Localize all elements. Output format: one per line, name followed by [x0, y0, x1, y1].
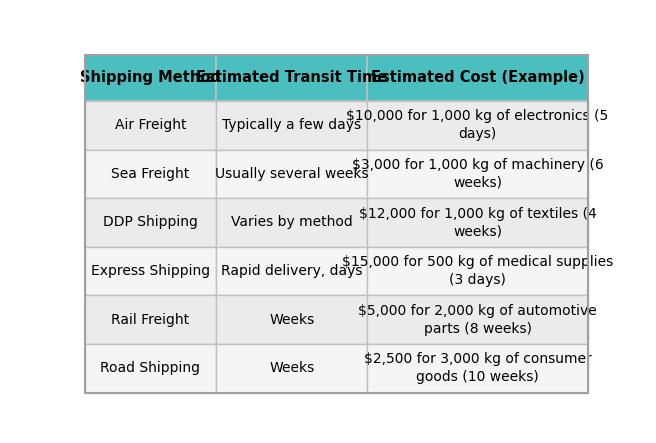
Text: Sea Freight: Sea Freight — [112, 167, 190, 181]
Bar — [85, 344, 216, 392]
Bar — [85, 198, 216, 247]
Text: Air Freight: Air Freight — [115, 118, 186, 132]
Bar — [85, 247, 216, 295]
Text: Estimated Cost (Example): Estimated Cost (Example) — [371, 70, 584, 85]
Text: Rail Freight: Rail Freight — [112, 313, 190, 326]
Text: DDP Shipping: DDP Shipping — [103, 215, 198, 229]
Text: $5,000 for 2,000 kg of automotive
parts (8 weeks): $5,000 for 2,000 kg of automotive parts … — [358, 304, 597, 336]
Bar — [216, 295, 367, 344]
Bar — [367, 55, 588, 101]
Bar — [85, 295, 216, 344]
Text: Weeks: Weeks — [269, 313, 314, 326]
Text: Express Shipping: Express Shipping — [91, 264, 210, 278]
Text: Estimated Transit Time: Estimated Transit Time — [196, 70, 387, 85]
Text: $10,000 for 1,000 kg of electronics (5
days): $10,000 for 1,000 kg of electronics (5 d… — [346, 109, 609, 141]
Text: Typically a few days: Typically a few days — [222, 118, 361, 132]
Bar — [367, 247, 588, 295]
Text: Usually several weeks: Usually several weeks — [215, 167, 369, 181]
Bar — [216, 198, 367, 247]
Bar — [216, 247, 367, 295]
Bar — [367, 344, 588, 392]
Bar — [85, 55, 216, 101]
Bar — [367, 150, 588, 198]
Bar — [216, 101, 367, 150]
Text: Weeks: Weeks — [269, 361, 314, 375]
Text: $3,000 for 1,000 kg of machinery (6
weeks): $3,000 for 1,000 kg of machinery (6 week… — [352, 158, 604, 190]
Bar — [367, 101, 588, 150]
Bar — [216, 344, 367, 392]
Bar — [85, 101, 216, 150]
Text: Shipping Method: Shipping Method — [80, 70, 221, 85]
Bar — [367, 198, 588, 247]
Text: Varies by method: Varies by method — [231, 215, 352, 229]
Text: $15,000 for 500 kg of medical supplies
(3 days): $15,000 for 500 kg of medical supplies (… — [342, 255, 613, 287]
Bar — [367, 295, 588, 344]
Text: $2,500 for 3,000 kg of consumer
goods (10 weeks): $2,500 for 3,000 kg of consumer goods (1… — [363, 352, 592, 384]
Bar — [216, 55, 367, 101]
Text: Rapid delivery, days: Rapid delivery, days — [221, 264, 362, 278]
Bar — [85, 150, 216, 198]
Text: Road Shipping: Road Shipping — [100, 361, 200, 375]
Bar — [216, 150, 367, 198]
Text: $12,000 for 1,000 kg of textiles (4
weeks): $12,000 for 1,000 kg of textiles (4 week… — [359, 206, 596, 238]
